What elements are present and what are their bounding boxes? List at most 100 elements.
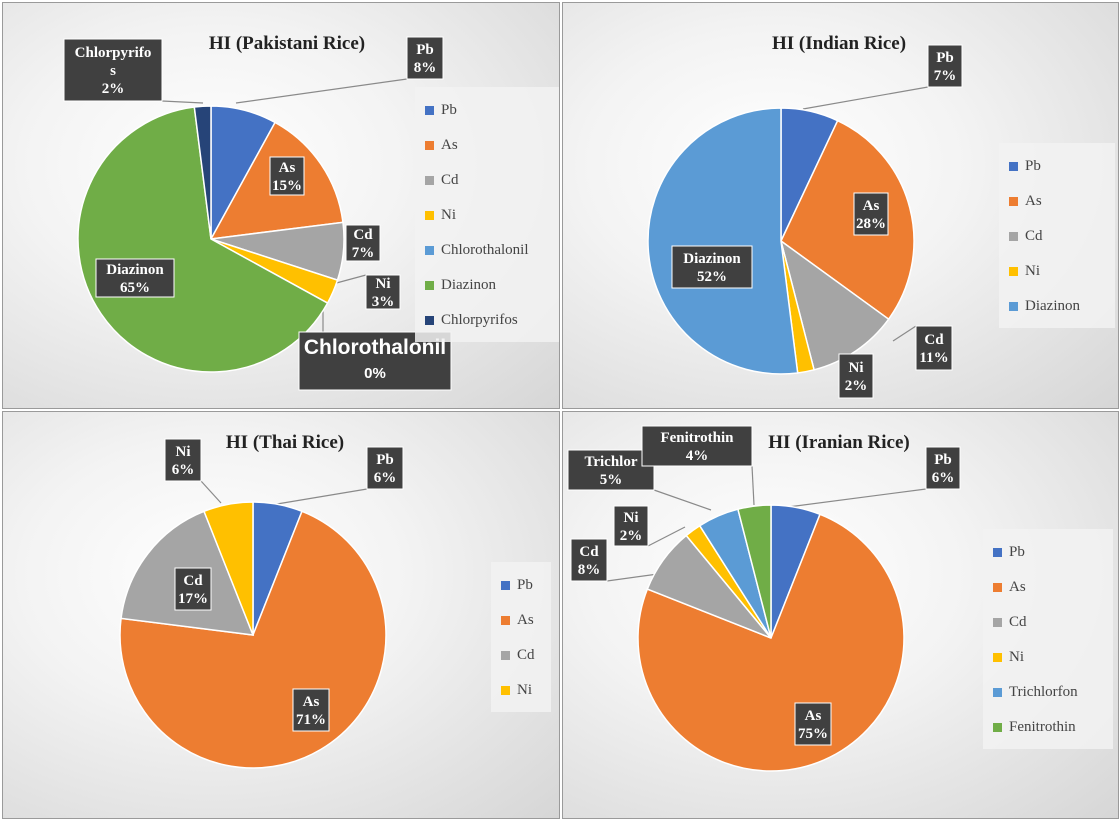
legend-thai: Pb As Cd Ni <box>491 562 551 712</box>
pie-svg-thai: Pb 6% As 71% Cd 17% Ni 6% HI (Thai Rice) <box>119 432 404 769</box>
data-label-ni: Ni 2% <box>613 505 649 547</box>
data-label-diazinon: Diazinon 52% <box>671 245 753 289</box>
leader-line-trichlorfon <box>653 489 712 511</box>
legend-swatch <box>993 723 1002 732</box>
legend-swatch <box>425 246 434 255</box>
pie-slices <box>647 107 915 375</box>
legend-item-pb: Pb <box>425 93 559 128</box>
chart-thai-rice: Pb 6% As 71% Cd 17% Ni 6% HI (Thai Rice) Pb As Cd N… <box>2 411 560 819</box>
legend-pakistani: Pb As Cd Ni Chlorothalonil Diazinon Chlorpyrif… <box>415 87 559 342</box>
leader-lines <box>200 480 368 506</box>
svg-text:Ni6%: Ni 6% <box>172 444 195 478</box>
leader-line-pb <box>802 86 929 110</box>
legend-item-pb: Pb <box>993 535 1103 570</box>
svg-text:Pb8%: Pb 8% <box>414 42 437 76</box>
svg-text:Pb7%: Pb 7% <box>934 50 957 84</box>
legend-label: Fenitrothin <box>1009 719 1076 735</box>
leader-line-ni <box>200 480 222 504</box>
legend-item-ni: Ni <box>501 673 541 708</box>
legend-swatch <box>1009 302 1018 311</box>
data-label-diazinon: Diazinon 65% <box>95 258 175 298</box>
legend-label: As <box>1025 193 1042 209</box>
legend-swatch <box>501 581 510 590</box>
pie-slices <box>77 105 345 373</box>
chart-title: HI (Thai Rice) <box>226 432 344 453</box>
data-label-pb: Pb 8% <box>406 36 444 80</box>
data-labels: Pb 6% As 75% Cd 8% Ni 2% Trichlor 5% Fenitrothin 4% <box>567 425 961 746</box>
data-label-as: As 28% <box>853 192 889 236</box>
pie-svg-indian: Pb 7% As 28% Cd 11% Ni 2% Diazinon 52% HI (Indian … <box>647 33 963 399</box>
pie-slice-chlorpyrifos <box>193 105 212 240</box>
legend-label: Cd <box>517 647 535 663</box>
legend-swatch <box>993 548 1002 557</box>
legend-label: Ni <box>441 207 456 223</box>
legend-item-cd: Cd <box>501 638 541 673</box>
chart-pakistani-rice: Pb 8% As 15% Cd 7% Ni 3% Chlorothalonil 0% Diazino… <box>2 2 560 409</box>
data-label-cd: Cd 7% <box>345 224 381 262</box>
legend-item-as: As <box>425 128 559 163</box>
leader-line-pb <box>270 488 368 506</box>
pie-slice-as <box>637 513 905 772</box>
data-label-cd: Cd 8% <box>570 538 608 582</box>
legend-label: As <box>441 137 458 153</box>
data-label-as: As 71% <box>292 688 330 732</box>
pie-slices <box>119 501 387 769</box>
legend-item-chlorpyrifos: Chlorpyrifos <box>425 303 559 338</box>
legend-label: Pb <box>1009 544 1025 560</box>
svg-text:Ni2%: Ni 2% <box>845 360 868 394</box>
legend-swatch <box>1009 162 1018 171</box>
legend-swatch <box>425 106 434 115</box>
svg-text:Ni2%: Ni 2% <box>620 510 643 544</box>
data-label-as: As 75% <box>794 702 832 746</box>
legend-swatch <box>425 176 434 185</box>
legend-label: Cd <box>1025 228 1043 244</box>
legend-swatch <box>1009 197 1018 206</box>
pie-slice-fenitrothin <box>737 504 772 639</box>
pie-slice-diazinon <box>647 107 799 375</box>
data-label-pb: Pb 7% <box>927 44 963 88</box>
legend-item-trichlorfon: Trichlorfon <box>993 675 1103 710</box>
data-label-chlorpyrifos: Chlorpyrifo s 2% <box>63 38 163 102</box>
legend-label: Diazinon <box>1025 298 1080 314</box>
legend-swatch <box>501 686 510 695</box>
legend-label: As <box>517 612 534 628</box>
pie-slice-as <box>780 119 915 321</box>
legend-indian: Pb As Cd Ni Diazinon <box>999 143 1115 328</box>
chart-title: HI (Pakistani Rice) <box>209 33 365 54</box>
svg-text:Cd7%: Cd 7% <box>352 227 375 261</box>
data-label-cd: Cd 11% <box>915 325 953 371</box>
leader-line-pb <box>787 488 927 508</box>
data-labels: Pb 7% As 28% Cd 11% Ni 2% Diazinon 52% <box>671 44 963 399</box>
legend-item-ni: Ni <box>993 640 1103 675</box>
chart-title: HI (Iranian Rice) <box>768 432 909 453</box>
pie-slice-cd <box>779 239 890 371</box>
legend-item-diazinon: Diazinon <box>1009 289 1105 324</box>
legend-swatch <box>501 651 510 660</box>
data-label-cd: Cd 17% <box>174 567 212 611</box>
data-label-ni: Ni 3% <box>365 274 401 310</box>
legend-swatch <box>501 616 510 625</box>
legend-item-fenitrothin: Fenitrothin <box>993 710 1103 745</box>
pie-slice-diazinon <box>77 106 329 373</box>
legend-swatch <box>425 316 434 325</box>
legend-item-cd: Cd <box>1009 219 1105 254</box>
chart-indian-rice: Pb 7% As 28% Cd 11% Ni 2% Diazinon 52% HI (Indian … <box>562 2 1119 409</box>
legend-swatch <box>993 583 1002 592</box>
svg-text:Ni3%: Ni 3% <box>372 276 395 310</box>
data-label-pb: Pb 6% <box>366 446 404 490</box>
data-label-pb: Pb 6% <box>925 446 961 490</box>
legend-iranian: Pb As Cd Ni Trichlorfon Fenitrothin <box>983 529 1113 749</box>
leader-line-fenitrothin <box>751 465 755 506</box>
legend-label: Pb <box>1025 158 1041 174</box>
pie-slice-ni <box>203 501 254 636</box>
legend-item-pb: Pb <box>1009 149 1105 184</box>
data-labels: Pb 6% As 71% Cd 17% Ni 6% <box>164 438 404 732</box>
leader-line-chlorpyrifos <box>161 100 204 104</box>
